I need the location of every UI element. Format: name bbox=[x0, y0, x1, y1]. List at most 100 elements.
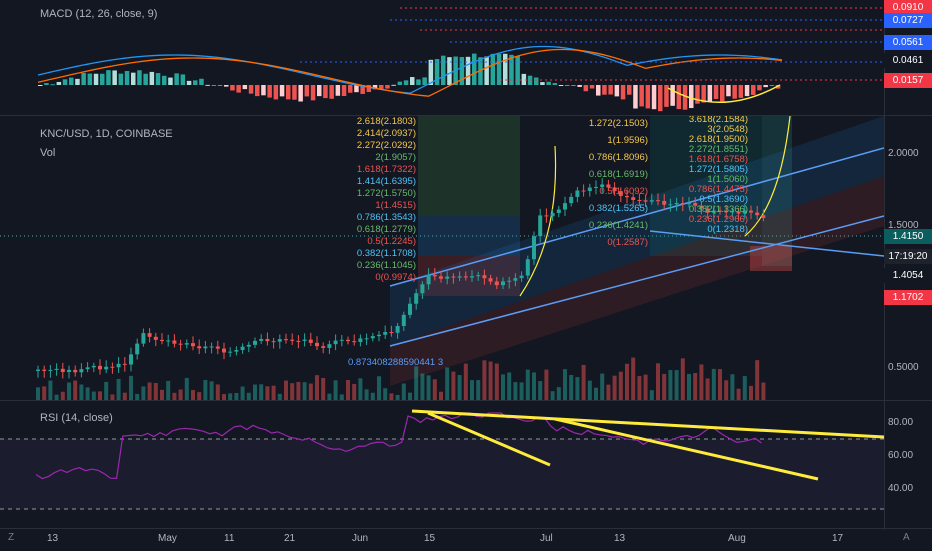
candle bbox=[401, 314, 406, 327]
macd-histogram-bar bbox=[341, 85, 347, 97]
macd-histogram-bar bbox=[441, 55, 446, 85]
macd-histogram-bar bbox=[75, 78, 80, 85]
macd-histogram-bar bbox=[137, 70, 142, 85]
macd-histogram-bar bbox=[658, 85, 663, 112]
signal-line bbox=[37, 48, 783, 97]
candle bbox=[67, 369, 71, 373]
volume-bar bbox=[618, 371, 623, 400]
candle bbox=[687, 202, 691, 205]
volume-bar bbox=[463, 363, 468, 400]
macd-histogram-bar bbox=[416, 79, 421, 85]
macd-histogram-bar bbox=[236, 85, 241, 93]
macd-histogram-bar bbox=[56, 81, 62, 85]
candle bbox=[749, 210, 753, 213]
price-scale[interactable] bbox=[884, 0, 932, 530]
macd-histogram-bar bbox=[521, 73, 527, 85]
fib-level-label: 2.272(1.8551) bbox=[689, 144, 748, 155]
fib-level-label: 0.618(1.2779) bbox=[357, 224, 416, 235]
pane-separator[interactable] bbox=[0, 115, 932, 116]
volume-bar bbox=[203, 380, 208, 400]
candle bbox=[333, 340, 338, 345]
macd-histogram-bar bbox=[534, 77, 539, 85]
macd-histogram-bar bbox=[552, 83, 558, 85]
candle bbox=[513, 278, 518, 281]
volume-bar bbox=[141, 386, 146, 400]
rsi-tick: 40.00 bbox=[888, 483, 914, 494]
macd-histogram-bar bbox=[317, 85, 322, 97]
candle bbox=[432, 274, 437, 277]
volume-bar bbox=[98, 391, 102, 400]
macd-histogram-bar bbox=[695, 85, 700, 104]
candle bbox=[73, 369, 78, 373]
candle bbox=[470, 276, 474, 278]
macd-histogram-bar bbox=[465, 56, 471, 85]
volume-bar bbox=[302, 382, 307, 400]
macd-histogram-bar bbox=[230, 85, 235, 91]
price-pane[interactable]: 2.618(2.1803) 2.414(2.0937) 2.272(2.0292) 2… bbox=[0, 114, 885, 400]
volume-bar bbox=[408, 392, 412, 400]
pane-separator[interactable] bbox=[0, 400, 932, 401]
rsi-pane[interactable] bbox=[0, 401, 885, 528]
macd-histogram-bar bbox=[664, 85, 669, 107]
volume-bar bbox=[308, 383, 313, 400]
timezone-button[interactable]: Z bbox=[8, 532, 15, 543]
candle bbox=[600, 184, 605, 187]
candle bbox=[519, 275, 524, 279]
macd-tag: 0.0561 bbox=[884, 35, 932, 50]
candle bbox=[414, 293, 419, 304]
volume-bar bbox=[284, 380, 288, 400]
candle bbox=[680, 202, 685, 205]
candle bbox=[48, 369, 53, 371]
volume-bar bbox=[48, 380, 53, 400]
candle bbox=[544, 215, 549, 217]
candle bbox=[352, 341, 357, 343]
candle bbox=[742, 210, 747, 214]
symbol-legend[interactable]: KNC/USD, 1D, COINBASE bbox=[40, 128, 173, 140]
macd-tag: 0.0157 bbox=[884, 73, 932, 88]
macd-histogram-bar bbox=[540, 82, 545, 85]
fib-level-label: 0(0.9974) bbox=[375, 272, 416, 283]
candle bbox=[656, 200, 660, 202]
candle bbox=[550, 213, 555, 217]
volume-bar bbox=[333, 380, 338, 400]
time-axis[interactable] bbox=[0, 528, 932, 551]
volume-bar bbox=[476, 380, 481, 400]
volume-bar bbox=[290, 383, 295, 400]
candle bbox=[693, 202, 698, 206]
volume-legend[interactable]: Vol bbox=[40, 147, 56, 159]
rsi-tick: 60.00 bbox=[888, 450, 914, 461]
candle bbox=[668, 204, 673, 206]
volume-bar bbox=[401, 383, 406, 400]
candle bbox=[451, 276, 456, 278]
macd-histogram-bar bbox=[682, 85, 688, 110]
macd-histogram-bar bbox=[602, 85, 607, 95]
macd-histogram-bar bbox=[298, 85, 303, 102]
candle bbox=[587, 187, 592, 192]
macd-legend[interactable]: MACD (12, 26, close, 9) bbox=[40, 8, 158, 20]
volume-bar bbox=[736, 388, 741, 400]
macd-tag: 0.0461 bbox=[884, 53, 932, 68]
time-label: May bbox=[158, 533, 177, 544]
fib-level-label: 2(1.9057) bbox=[375, 152, 416, 163]
volume-bar bbox=[104, 381, 109, 400]
candle bbox=[643, 200, 648, 202]
macd-histogram-bar bbox=[69, 77, 74, 85]
fib-level-label: 2.414(2.0937) bbox=[357, 128, 416, 139]
rsi-legend[interactable]: RSI (14, close) bbox=[40, 412, 113, 424]
macd-histogram-bar bbox=[751, 85, 756, 95]
auto-scale-button[interactable]: A bbox=[903, 532, 910, 543]
macd-histogram-bar bbox=[87, 73, 93, 85]
volume-bar bbox=[215, 384, 220, 400]
fib-note-label: 0.873408288590441 3 bbox=[348, 357, 443, 368]
volume-bar bbox=[271, 385, 276, 400]
macd-histogram-bar bbox=[503, 53, 508, 85]
macd-histogram-bar bbox=[50, 84, 55, 86]
macd-pane[interactable] bbox=[0, 0, 884, 115]
fib-level-label: 0.382(1.3366) bbox=[689, 204, 748, 215]
candle bbox=[426, 274, 431, 285]
rsi-plot bbox=[0, 409, 885, 510]
macd-histogram-bar bbox=[323, 85, 328, 99]
fib-level-label: 0.5(1.2245) bbox=[367, 236, 416, 247]
volume-bar bbox=[73, 380, 78, 400]
candle bbox=[160, 339, 164, 341]
